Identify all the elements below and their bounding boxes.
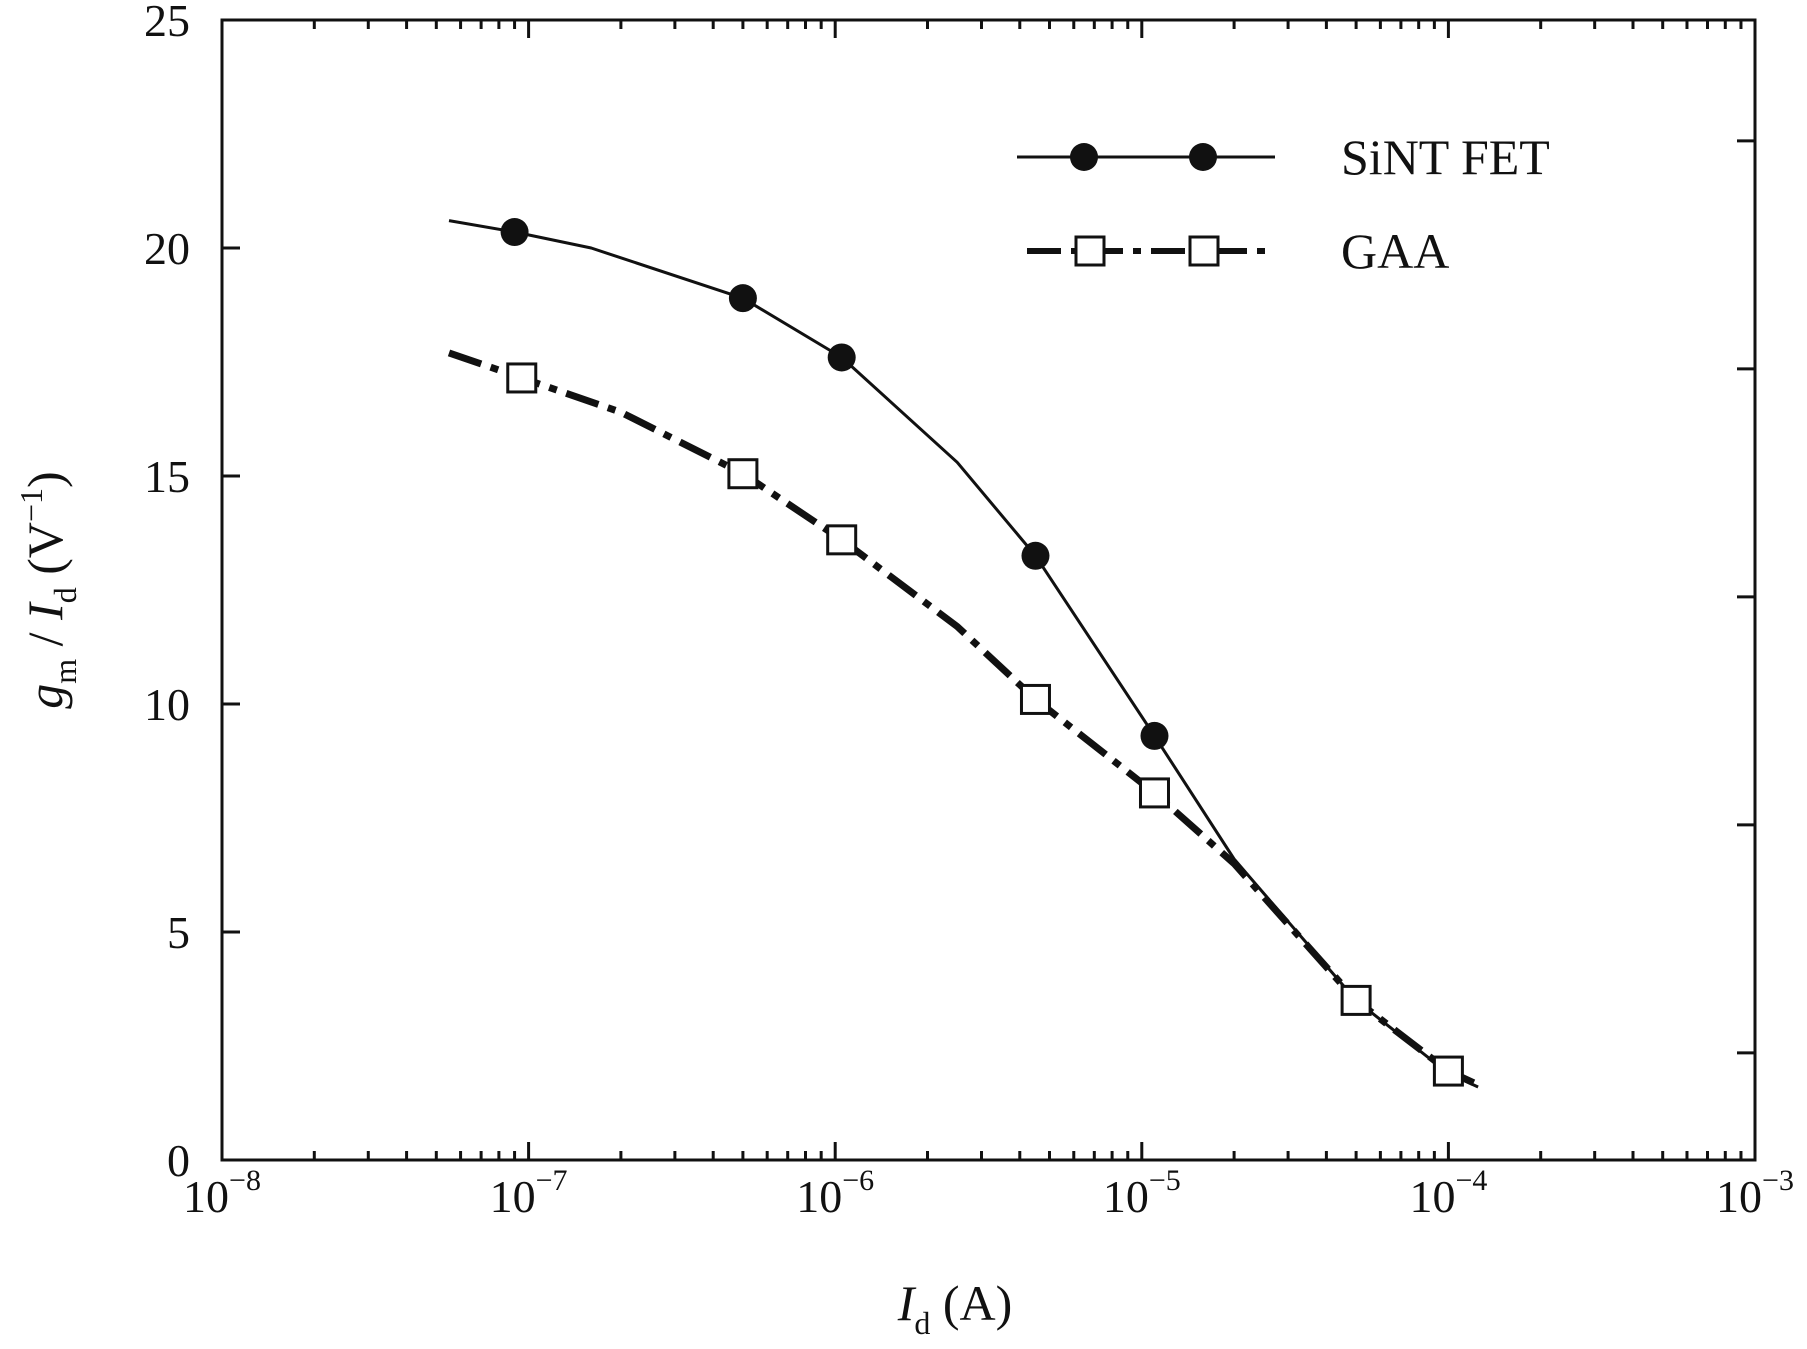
data-point-gaa [1019,683,1051,715]
axis-tick-labels: 10−8 10−7 10−6 10−5 10−4 10−3 0 5 10 15 20 25 [144,0,1794,1222]
y-tick-label: 5 [167,907,190,958]
axis-ticks [220,18,1757,1162]
legend-label-gaa: GAA [1341,223,1449,279]
legend-marker-sint-fet [1189,143,1217,171]
data-point-gaa [1138,777,1170,809]
y-tick-label: 10 [144,679,190,730]
y-tick-label: 20 [144,223,190,274]
plot-frame [220,18,1757,1162]
x-tick-label: 10−8 [183,1164,261,1222]
data-point-sint-fet [500,218,529,247]
data-point-sint-fet [728,284,757,313]
x-tick-label: 10−5 [1103,1164,1181,1222]
data-point-gaa [506,362,538,394]
legend: SiNT FET GAA [1017,129,1550,279]
x-tick-label: 10−3 [1716,1164,1794,1222]
x-tick-label: 10−4 [1409,1164,1487,1222]
data-point-gaa [1340,984,1372,1016]
series-line-gaa [447,349,1480,1088]
series-layer [447,218,1480,1089]
data-point-sint-fet [1140,721,1169,750]
data-point-gaa [727,458,759,490]
data-point-gaa [1432,1055,1464,1087]
data-point-sint-fet [827,343,856,372]
series-line-sint-fet [448,219,1479,1089]
x-tick-label: 10−6 [796,1164,874,1222]
legend-marker-gaa [1074,235,1106,267]
y-tick-label: 25 [144,0,190,46]
data-point-sint-fet [1021,541,1050,570]
x-tick-label: 10−7 [490,1164,568,1222]
legend-marker-sint-fet [1070,143,1098,171]
legend-label-sint-fet: SiNT FET [1341,129,1550,185]
legend-marker-gaa [1188,235,1220,267]
y-tick-label: 15 [144,451,190,502]
data-point-gaa [826,524,858,556]
y-axis-title: gm / Id (V−1) [13,471,83,708]
y-tick-label: 0 [167,1135,190,1186]
x-axis-title: Id (A) [897,1275,1013,1341]
